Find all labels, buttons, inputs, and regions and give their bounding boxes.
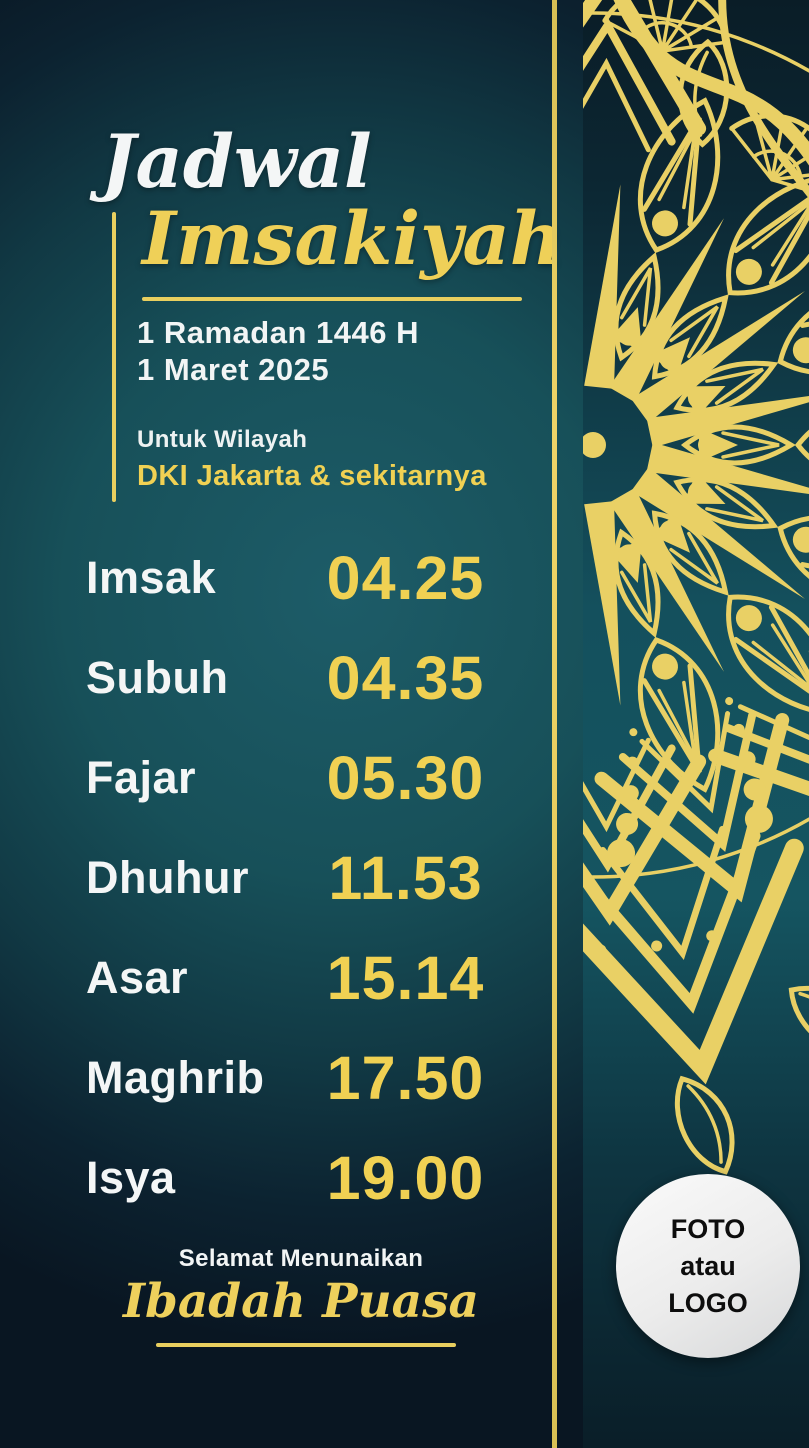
schedule-row: Asar 15.14	[86, 928, 520, 1028]
schedule-row: Imsak 04.25	[86, 528, 520, 628]
photo-placeholder-line: atau	[680, 1250, 736, 1281]
photo-placeholder-line: LOGO	[668, 1287, 748, 1318]
gold-mandala-icon	[583, 0, 809, 1448]
schedule-row: Fajar 05.30	[86, 728, 520, 828]
prayer-name: Imsak	[86, 552, 217, 603]
date-block: 1 Ramadan 1446 H 1 Maret 2025	[137, 314, 419, 388]
closing-underline	[156, 1343, 456, 1347]
prayer-name: Asar	[86, 952, 189, 1003]
schedule-row: Subuh 04.35	[86, 628, 520, 728]
prayer-name: Isya	[86, 1152, 176, 1203]
title-vertical-accent-line	[112, 212, 116, 502]
closing-title: Ibadah Puasa	[122, 1274, 480, 1329]
date-hijri: 1 Ramadan 1446 H	[137, 315, 419, 350]
prayer-name: Fajar	[86, 752, 197, 803]
prayer-name: Maghrib	[86, 1052, 265, 1103]
prayer-time: 05.30	[326, 744, 485, 812]
photo-logo-placeholder[interactable]: FOTO atau LOGO	[616, 1174, 800, 1358]
region-value: DKI Jakarta & sekitarnya	[137, 460, 487, 492]
prayer-time: 17.50	[326, 1044, 485, 1112]
prayer-name: Dhuhur	[86, 852, 249, 903]
closing-label: Selamat Menunaikan	[178, 1245, 424, 1272]
schedule-row: Maghrib 17.50	[86, 1028, 520, 1128]
region-label: Untuk Wilayah	[137, 426, 308, 453]
divider-line	[552, 0, 557, 1448]
prayer-time: 11.53	[328, 844, 483, 912]
prayer-time: 04.25	[326, 544, 485, 612]
prayer-schedule: Imsak 04.25 Subuh 04.35 Fajar 05.30 Dhuh…	[86, 528, 520, 1228]
prayer-time: 04.35	[326, 644, 485, 712]
date-gregorian: 1 Maret 2025	[137, 352, 330, 387]
prayer-name: Subuh	[86, 652, 229, 703]
prayer-time: 15.14	[326, 944, 485, 1012]
prayer-time: 19.00	[326, 1144, 485, 1212]
photo-placeholder-line: FOTO	[670, 1213, 746, 1244]
poster-title-word1: Jadwal	[101, 119, 372, 205]
schedule-row: Isya 19.00	[86, 1128, 520, 1228]
schedule-row: Dhuhur 11.53	[86, 828, 520, 928]
title-underline	[142, 297, 522, 301]
poster-title-word2: Imsakiyah	[142, 196, 563, 282]
